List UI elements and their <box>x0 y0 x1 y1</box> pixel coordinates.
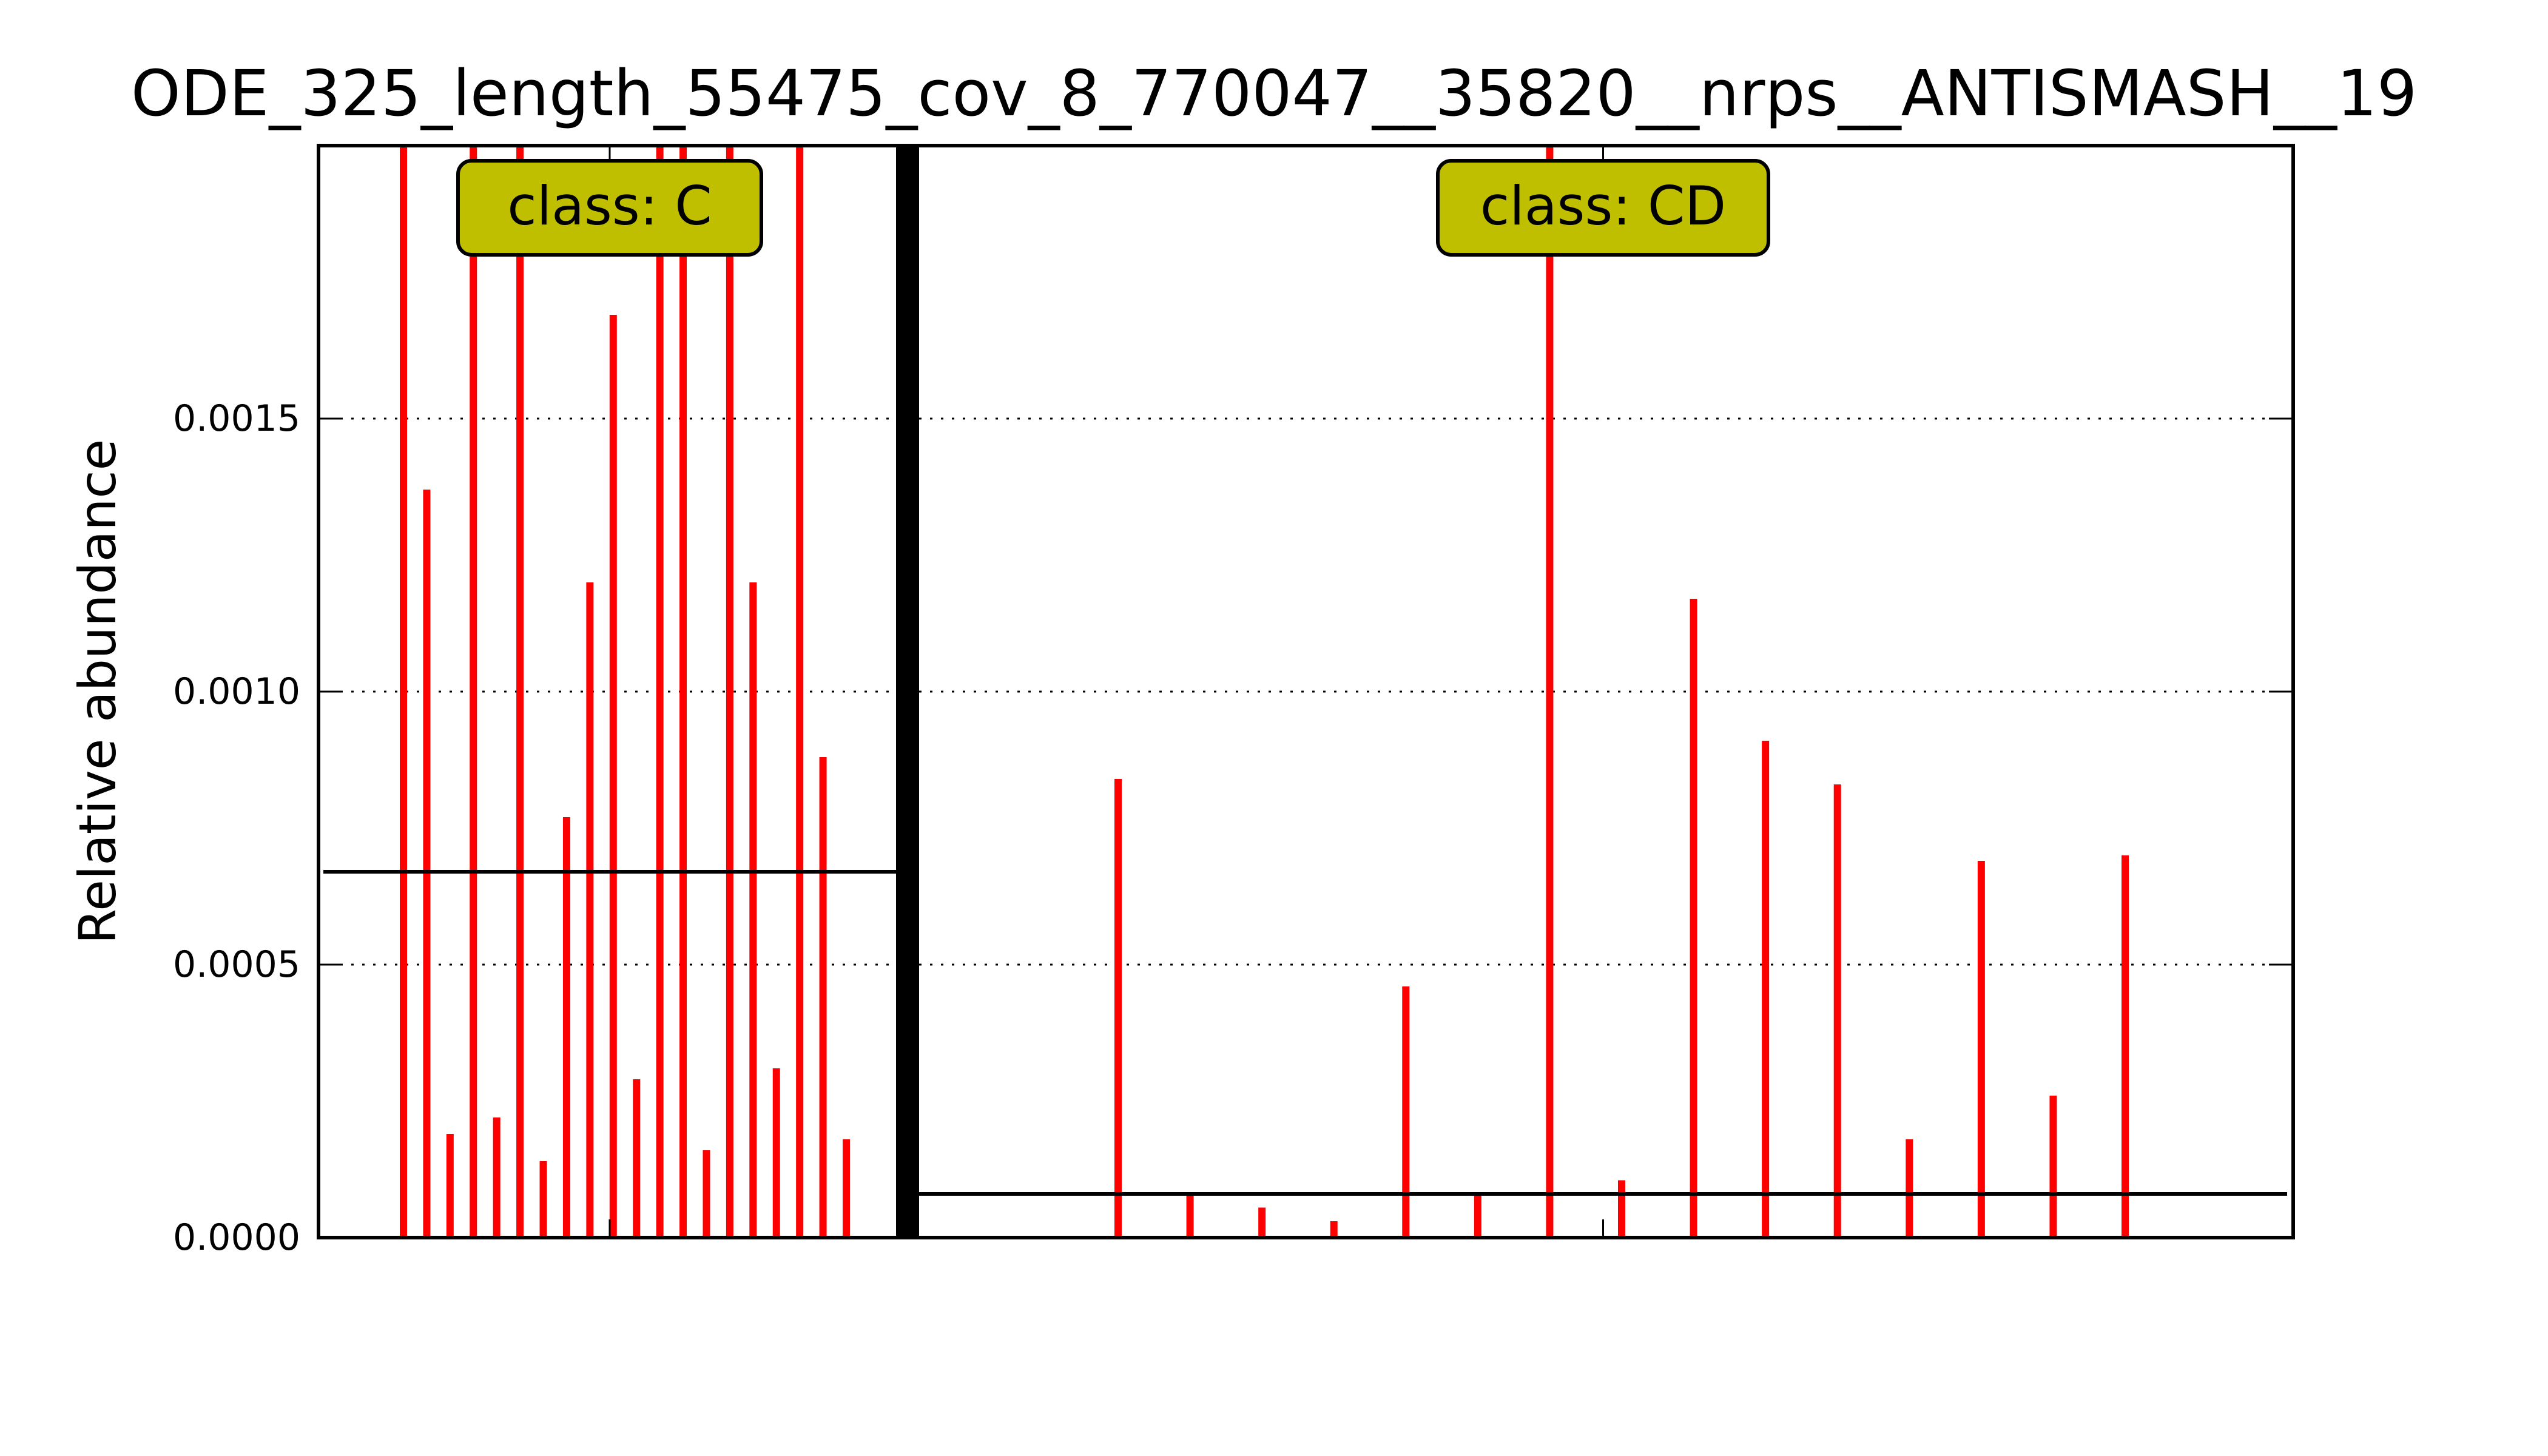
bars <box>400 146 2129 1238</box>
y-axis-ticks: 0.0000 0.0005 0.0010 0.0015 <box>173 397 2293 1259</box>
bar <box>2122 855 2129 1238</box>
bar <box>400 146 407 1238</box>
class-label-box <box>1436 159 1770 257</box>
y-axis-label: Relative abundance <box>68 439 127 945</box>
gridlines <box>318 417 2293 966</box>
bar <box>423 490 431 1238</box>
y-axis-title: Relative abundance <box>68 439 127 945</box>
bar <box>679 146 687 1238</box>
bar <box>703 1150 710 1238</box>
bar <box>493 1117 500 1238</box>
class-label-box <box>456 159 763 257</box>
bar <box>1762 741 1770 1238</box>
bar <box>796 146 804 1238</box>
y-tick-label: 0.0015 <box>173 397 300 440</box>
y-tick-label: 0.0010 <box>173 670 300 713</box>
bar <box>586 582 594 1238</box>
bar <box>1833 784 1841 1238</box>
bar <box>446 1134 454 1238</box>
plot-frame <box>317 144 2295 1239</box>
class-label: class: CD <box>1436 159 1770 257</box>
bar <box>726 146 733 1238</box>
bar <box>1474 1194 1481 1238</box>
bar <box>772 1068 780 1238</box>
bar <box>1618 1180 1625 1238</box>
bar <box>609 315 617 1238</box>
class-label: class: C <box>456 159 763 257</box>
bar <box>1330 1221 1338 1238</box>
bar <box>539 1161 547 1238</box>
mean-lines <box>323 870 2287 1196</box>
class-label-text: class: CD <box>1480 175 1726 237</box>
bar <box>1977 861 1985 1238</box>
bar <box>656 146 664 1238</box>
bar <box>562 817 570 1238</box>
bar <box>1186 1194 1194 1238</box>
y-tick-label: 0.0000 <box>173 1216 300 1259</box>
bar <box>470 146 477 1238</box>
bar <box>819 757 827 1238</box>
y-tick-label: 0.0005 <box>173 943 300 986</box>
bar <box>1258 1207 1266 1238</box>
bar <box>749 582 757 1238</box>
bar <box>1402 986 1410 1238</box>
panel-separator <box>896 146 919 1238</box>
bar <box>1690 599 1697 1238</box>
bar <box>633 1079 641 1238</box>
bar <box>2049 1096 2057 1238</box>
chart-title: ODE_325_length_55475_cov_8_770047__35820… <box>131 56 2417 130</box>
class-label-text: class: C <box>507 175 712 237</box>
class-labels: class: C class: CD <box>456 159 1770 257</box>
bar <box>516 146 524 1238</box>
bar <box>1546 146 1554 1238</box>
bar <box>1906 1139 1913 1238</box>
bar <box>1114 779 1122 1238</box>
bar <box>843 1139 850 1238</box>
